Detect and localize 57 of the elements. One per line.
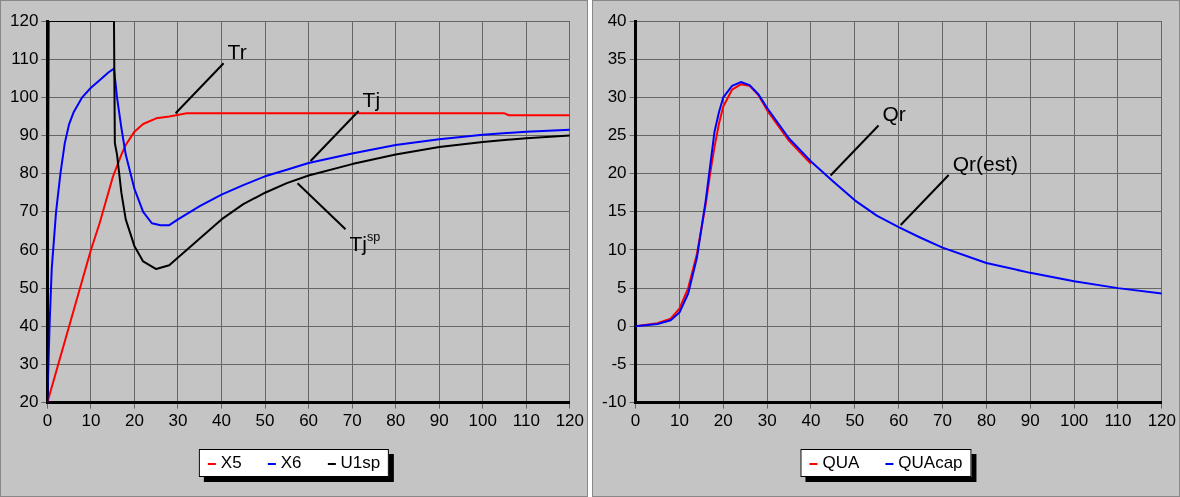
y-tick-label: 90 bbox=[19, 125, 39, 145]
x-tick-label: 90 bbox=[429, 411, 449, 431]
x-tick-label: 50 bbox=[255, 411, 275, 431]
x-tick-label: 0 bbox=[630, 411, 641, 431]
x-tick-label: 40 bbox=[801, 411, 821, 431]
y-tick-label: 80 bbox=[19, 163, 39, 183]
annotation: Qr bbox=[882, 102, 906, 126]
x-tick-label: 120 bbox=[555, 411, 585, 431]
y-tick-label: 20 bbox=[607, 163, 627, 183]
y-tick-label: 70 bbox=[19, 201, 39, 221]
legend-label: QUAcap bbox=[897, 453, 963, 473]
y-tick-label: 60 bbox=[19, 239, 39, 259]
x-tick-label: 20 bbox=[713, 411, 733, 431]
y-tick-label: 15 bbox=[607, 201, 627, 221]
x-tick-label: 100 bbox=[1059, 411, 1089, 431]
x-tick-label: 30 bbox=[757, 411, 777, 431]
y-tick-label: 50 bbox=[19, 277, 39, 297]
legend-label: QUA bbox=[821, 453, 860, 473]
x-tick-label: 120 bbox=[1147, 411, 1177, 431]
y-tick-label: 0 bbox=[617, 315, 627, 335]
y-tick-label: 5 bbox=[617, 277, 627, 297]
x-tick-label: 20 bbox=[124, 411, 144, 431]
legend-label: X6 bbox=[279, 453, 302, 473]
y-tick-label: -10 bbox=[601, 392, 627, 412]
y-tick-label: 30 bbox=[19, 354, 39, 374]
x-tick-label: 10 bbox=[81, 411, 101, 431]
y-tick-label: 25 bbox=[607, 125, 627, 145]
annotation: Tr bbox=[227, 40, 247, 64]
x-tick-label: 0 bbox=[42, 411, 53, 431]
x-tick-label: 110 bbox=[1104, 411, 1132, 431]
x-tick-label: 40 bbox=[212, 411, 231, 431]
y-tick-label: 40 bbox=[607, 10, 627, 30]
x-tick-label: 80 bbox=[976, 411, 996, 431]
y-tick-label: 120 bbox=[9, 10, 39, 30]
y-tick-label: 40 bbox=[19, 315, 39, 335]
y-tick-label: 10 bbox=[607, 239, 627, 259]
legend-label: X5 bbox=[219, 453, 242, 473]
x-tick-label: 70 bbox=[933, 411, 953, 431]
x-tick-label: 10 bbox=[669, 411, 689, 431]
x-tick-label: 90 bbox=[1020, 411, 1040, 431]
annotation: Qr(est) bbox=[952, 152, 1019, 176]
x-tick-label: 60 bbox=[299, 411, 319, 431]
x-tick-label: 30 bbox=[168, 411, 188, 431]
x-tick-label: 60 bbox=[889, 411, 909, 431]
y-tick-label: -5 bbox=[611, 354, 627, 374]
y-tick-label: 35 bbox=[607, 48, 627, 68]
x-tick-label: 50 bbox=[845, 411, 865, 431]
x-tick-label: 80 bbox=[386, 411, 406, 431]
y-tick-label: 110 bbox=[11, 48, 39, 68]
y-tick-label: 30 bbox=[607, 87, 627, 107]
annotation: Tj bbox=[362, 87, 381, 111]
x-tick-label: 110 bbox=[512, 411, 540, 431]
x-tick-label: 70 bbox=[342, 411, 362, 431]
y-tick-label: 100 bbox=[9, 87, 39, 107]
x-tick-label: 100 bbox=[468, 411, 497, 431]
legend-label: U1sp bbox=[339, 453, 381, 473]
y-tick-label: 20 bbox=[19, 392, 39, 412]
